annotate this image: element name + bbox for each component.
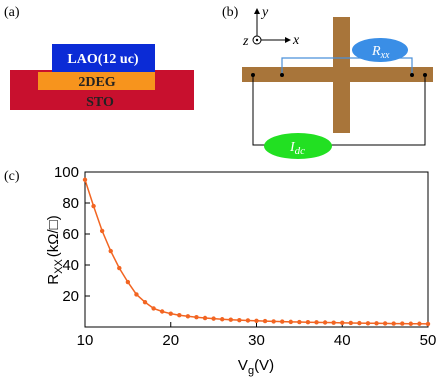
arrow-head (254, 8, 260, 14)
contact (410, 73, 414, 77)
data-point (108, 248, 113, 254)
data-point (262, 318, 268, 324)
y-title-unit: (kΩ/□) (45, 215, 62, 257)
axis-y-label: y (260, 5, 269, 20)
sto-text: STO (86, 95, 114, 110)
contact (423, 73, 427, 77)
data-point (99, 228, 105, 234)
x-title-unit: (V) (254, 357, 274, 374)
arrow-head (285, 37, 291, 43)
y-tick-label: 60 (62, 226, 79, 243)
data-point (305, 319, 311, 325)
x-title-sub: g (248, 365, 254, 377)
data-point (400, 321, 405, 326)
x-tick-label: 40 (334, 332, 351, 349)
data-point (382, 321, 388, 326)
data-point (374, 321, 379, 326)
data-point (348, 320, 354, 326)
data-point (194, 315, 199, 320)
y-title-sub: XX (53, 259, 65, 274)
data-point (322, 320, 328, 325)
data-point (340, 320, 345, 326)
rxx-sub: xx (380, 50, 390, 61)
data-point (245, 318, 251, 323)
data-point (220, 317, 225, 322)
data-point (314, 320, 319, 325)
x-tick-label: 50 (420, 332, 436, 349)
data-point (254, 318, 259, 323)
data-point (408, 321, 414, 326)
data-point (142, 300, 148, 305)
data-point (168, 311, 173, 316)
x-title-main: V (238, 357, 248, 374)
x-axis-title: Vg(V) (238, 357, 274, 377)
data-point (271, 319, 276, 324)
2deg-text: 2DEG (78, 75, 115, 90)
data-point (125, 279, 131, 285)
idc-label: Idc (289, 140, 305, 157)
panel-label: (b) (222, 5, 239, 20)
contact (251, 73, 255, 77)
data-point (365, 321, 371, 326)
data-line (84, 179, 429, 325)
data-point (159, 309, 165, 314)
z-axis-dot (255, 38, 259, 42)
data-point (117, 265, 122, 271)
lao-text: LAO(12 uc) (67, 52, 139, 67)
data-point (417, 321, 422, 326)
rxx-wire (281, 57, 413, 75)
y-title-main: R (45, 274, 62, 285)
data-point (357, 320, 362, 326)
data-point (237, 317, 242, 323)
data-point (177, 313, 182, 318)
data-point (134, 292, 139, 297)
data-point (82, 177, 88, 182)
rxx-meter (352, 38, 408, 62)
data-point (91, 203, 96, 209)
hall-bar (333, 17, 350, 133)
y-tick-label: 80 (62, 195, 79, 212)
x-tick-label: 10 (77, 332, 94, 349)
panel-label: (c) (4, 169, 20, 184)
data-point (185, 314, 191, 319)
axis-z-label: z (242, 34, 249, 49)
rxx-main: R (371, 44, 381, 59)
y-tick-label: 20 (62, 288, 79, 305)
axis-x-label: x (292, 33, 300, 48)
data-point (202, 315, 208, 321)
lao-layer (52, 44, 155, 72)
idc-sub: dc (295, 145, 306, 157)
data-point (211, 316, 216, 321)
rxx-label: Rxx (371, 44, 390, 61)
y-tick-label: 40 (62, 257, 79, 274)
contact (280, 73, 284, 77)
idc-wire (252, 75, 426, 146)
data-point (151, 306, 156, 311)
2deg-layer (38, 72, 155, 90)
y-axis-title: RXX (kΩ/□) (45, 215, 65, 284)
x-tick-label: 20 (162, 332, 179, 349)
idc-source (264, 133, 332, 159)
x-tick-label: 30 (248, 332, 265, 349)
data-point (288, 319, 293, 325)
plot-frame (84, 171, 429, 328)
y-tick-label: 100 (54, 164, 79, 181)
data-point (331, 320, 336, 325)
panel-label: (a) (4, 5, 20, 20)
data-point (425, 321, 431, 327)
data-point (391, 321, 396, 326)
data-point (280, 319, 285, 324)
data-point (228, 317, 233, 322)
idc-main: I (289, 140, 296, 155)
data-point (297, 319, 302, 325)
